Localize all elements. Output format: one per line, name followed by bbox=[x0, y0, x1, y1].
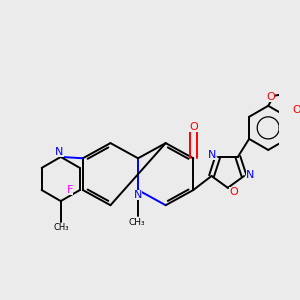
Text: O: O bbox=[266, 92, 275, 102]
Text: N: N bbox=[208, 151, 216, 160]
Text: CH₃: CH₃ bbox=[53, 224, 68, 232]
Text: O: O bbox=[229, 187, 238, 197]
Text: N: N bbox=[134, 190, 142, 200]
Text: O: O bbox=[292, 104, 300, 115]
Text: N: N bbox=[246, 169, 254, 180]
Text: CH₃: CH₃ bbox=[128, 218, 145, 227]
Text: O: O bbox=[189, 122, 198, 132]
Text: F: F bbox=[66, 185, 73, 195]
Text: N: N bbox=[55, 147, 64, 157]
